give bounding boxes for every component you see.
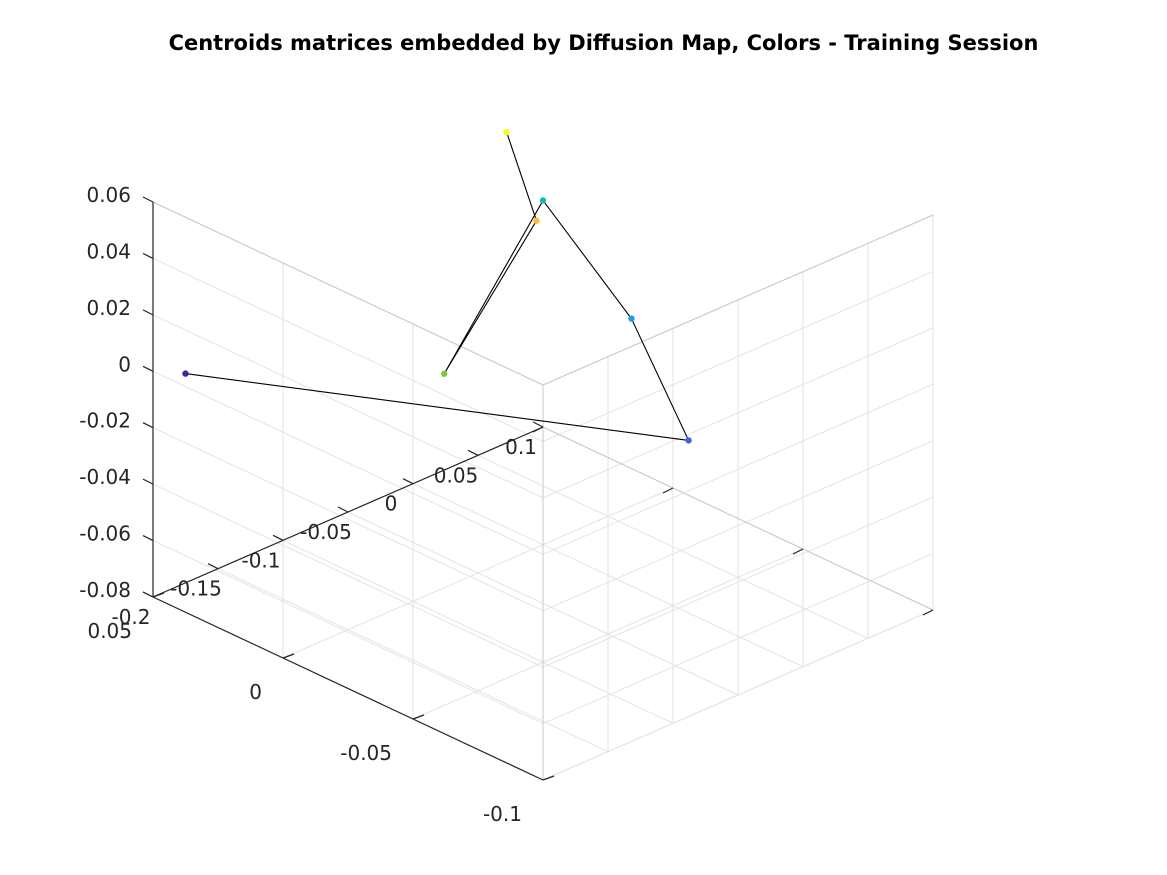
data-series xyxy=(182,128,692,444)
z-tick xyxy=(142,196,154,203)
x-tick-label: 0.05 xyxy=(434,463,479,487)
y-tick xyxy=(662,487,674,494)
grid-line-side-z xyxy=(152,370,544,555)
data-point-4 xyxy=(539,197,547,204)
x-tick-label: 0 xyxy=(385,492,398,516)
grid-line-side-z xyxy=(152,427,544,612)
y-tick-inner xyxy=(282,653,295,659)
z-tick-label: 0 xyxy=(118,352,131,376)
axis-lines xyxy=(142,196,934,781)
z-tick-label: -0.02 xyxy=(79,409,131,433)
series-line xyxy=(185,131,690,442)
grid-line-back-z xyxy=(542,440,934,612)
chart-title: Centroids matrices embedded by Diffusion… xyxy=(168,31,1039,55)
y-axis-line xyxy=(152,596,544,781)
data-point-7 xyxy=(503,128,510,136)
x-tick xyxy=(337,506,349,513)
grid-line-back-z xyxy=(542,553,934,725)
y-tick-label: -0.1 xyxy=(483,802,522,826)
x-tick-label: 0.1 xyxy=(505,435,537,459)
y-tick-inner xyxy=(152,592,165,598)
pane-edge xyxy=(542,214,934,386)
x-tick-label: -0.1 xyxy=(241,548,280,572)
x-tick xyxy=(467,449,479,456)
grid-line-back-z xyxy=(542,496,934,668)
x-tick-label: -0.05 xyxy=(300,520,352,544)
grid-line-side-z xyxy=(152,257,544,442)
x-tick-label: -0.15 xyxy=(170,577,222,601)
data-point-2 xyxy=(685,437,692,444)
z-tick xyxy=(142,365,154,372)
z-tick xyxy=(142,535,154,542)
z-tick xyxy=(142,252,154,259)
y-tick-label: -0.05 xyxy=(340,741,392,765)
grid-line-back-z xyxy=(542,609,934,781)
y-tick-label: 0 xyxy=(249,680,262,704)
pane-edge xyxy=(152,201,544,386)
data-point-3 xyxy=(628,315,635,322)
y-tick xyxy=(792,548,804,555)
x-tick xyxy=(207,563,219,570)
grid-line-back-z xyxy=(542,327,934,499)
grid-line-back-z xyxy=(542,383,934,555)
y-tick-label: 0.05 xyxy=(87,619,132,643)
data-point-5 xyxy=(441,370,448,377)
grid-line-back-z xyxy=(542,270,934,442)
y-tick-inner xyxy=(412,714,425,720)
x-tick xyxy=(402,478,414,485)
z-tick xyxy=(142,309,154,316)
y-tick xyxy=(922,609,934,616)
z-tick-label: 0.02 xyxy=(86,296,131,320)
grid-line-floor-x xyxy=(282,539,674,724)
x-tick-label: -0.2 xyxy=(111,605,150,629)
data-point-6 xyxy=(533,217,540,224)
grid-line-side-z xyxy=(152,314,544,499)
z-tick xyxy=(142,591,154,598)
x-tick xyxy=(532,421,544,428)
z-tick-label: 0.04 xyxy=(86,239,131,263)
grid-line-side-z xyxy=(152,540,544,725)
x-tick xyxy=(272,534,284,541)
z-tick xyxy=(142,478,154,485)
pane-edge xyxy=(542,426,934,611)
z-tick-label: -0.08 xyxy=(79,578,131,602)
data-point-1 xyxy=(182,370,189,377)
y-tick-inner xyxy=(542,775,555,781)
z-tick-label: -0.06 xyxy=(79,522,131,546)
z-tick-label: -0.04 xyxy=(79,465,131,489)
z-tick xyxy=(142,422,154,429)
grid-line-side-z xyxy=(152,483,544,668)
z-tick-label: 0.06 xyxy=(86,183,131,207)
y-tick xyxy=(532,426,544,433)
tick-labels: -0.2 -0.15 -0.1 -0.05 0 0.05 0.1 -0.1 -0.05 0 0.05… xyxy=(79,183,537,826)
